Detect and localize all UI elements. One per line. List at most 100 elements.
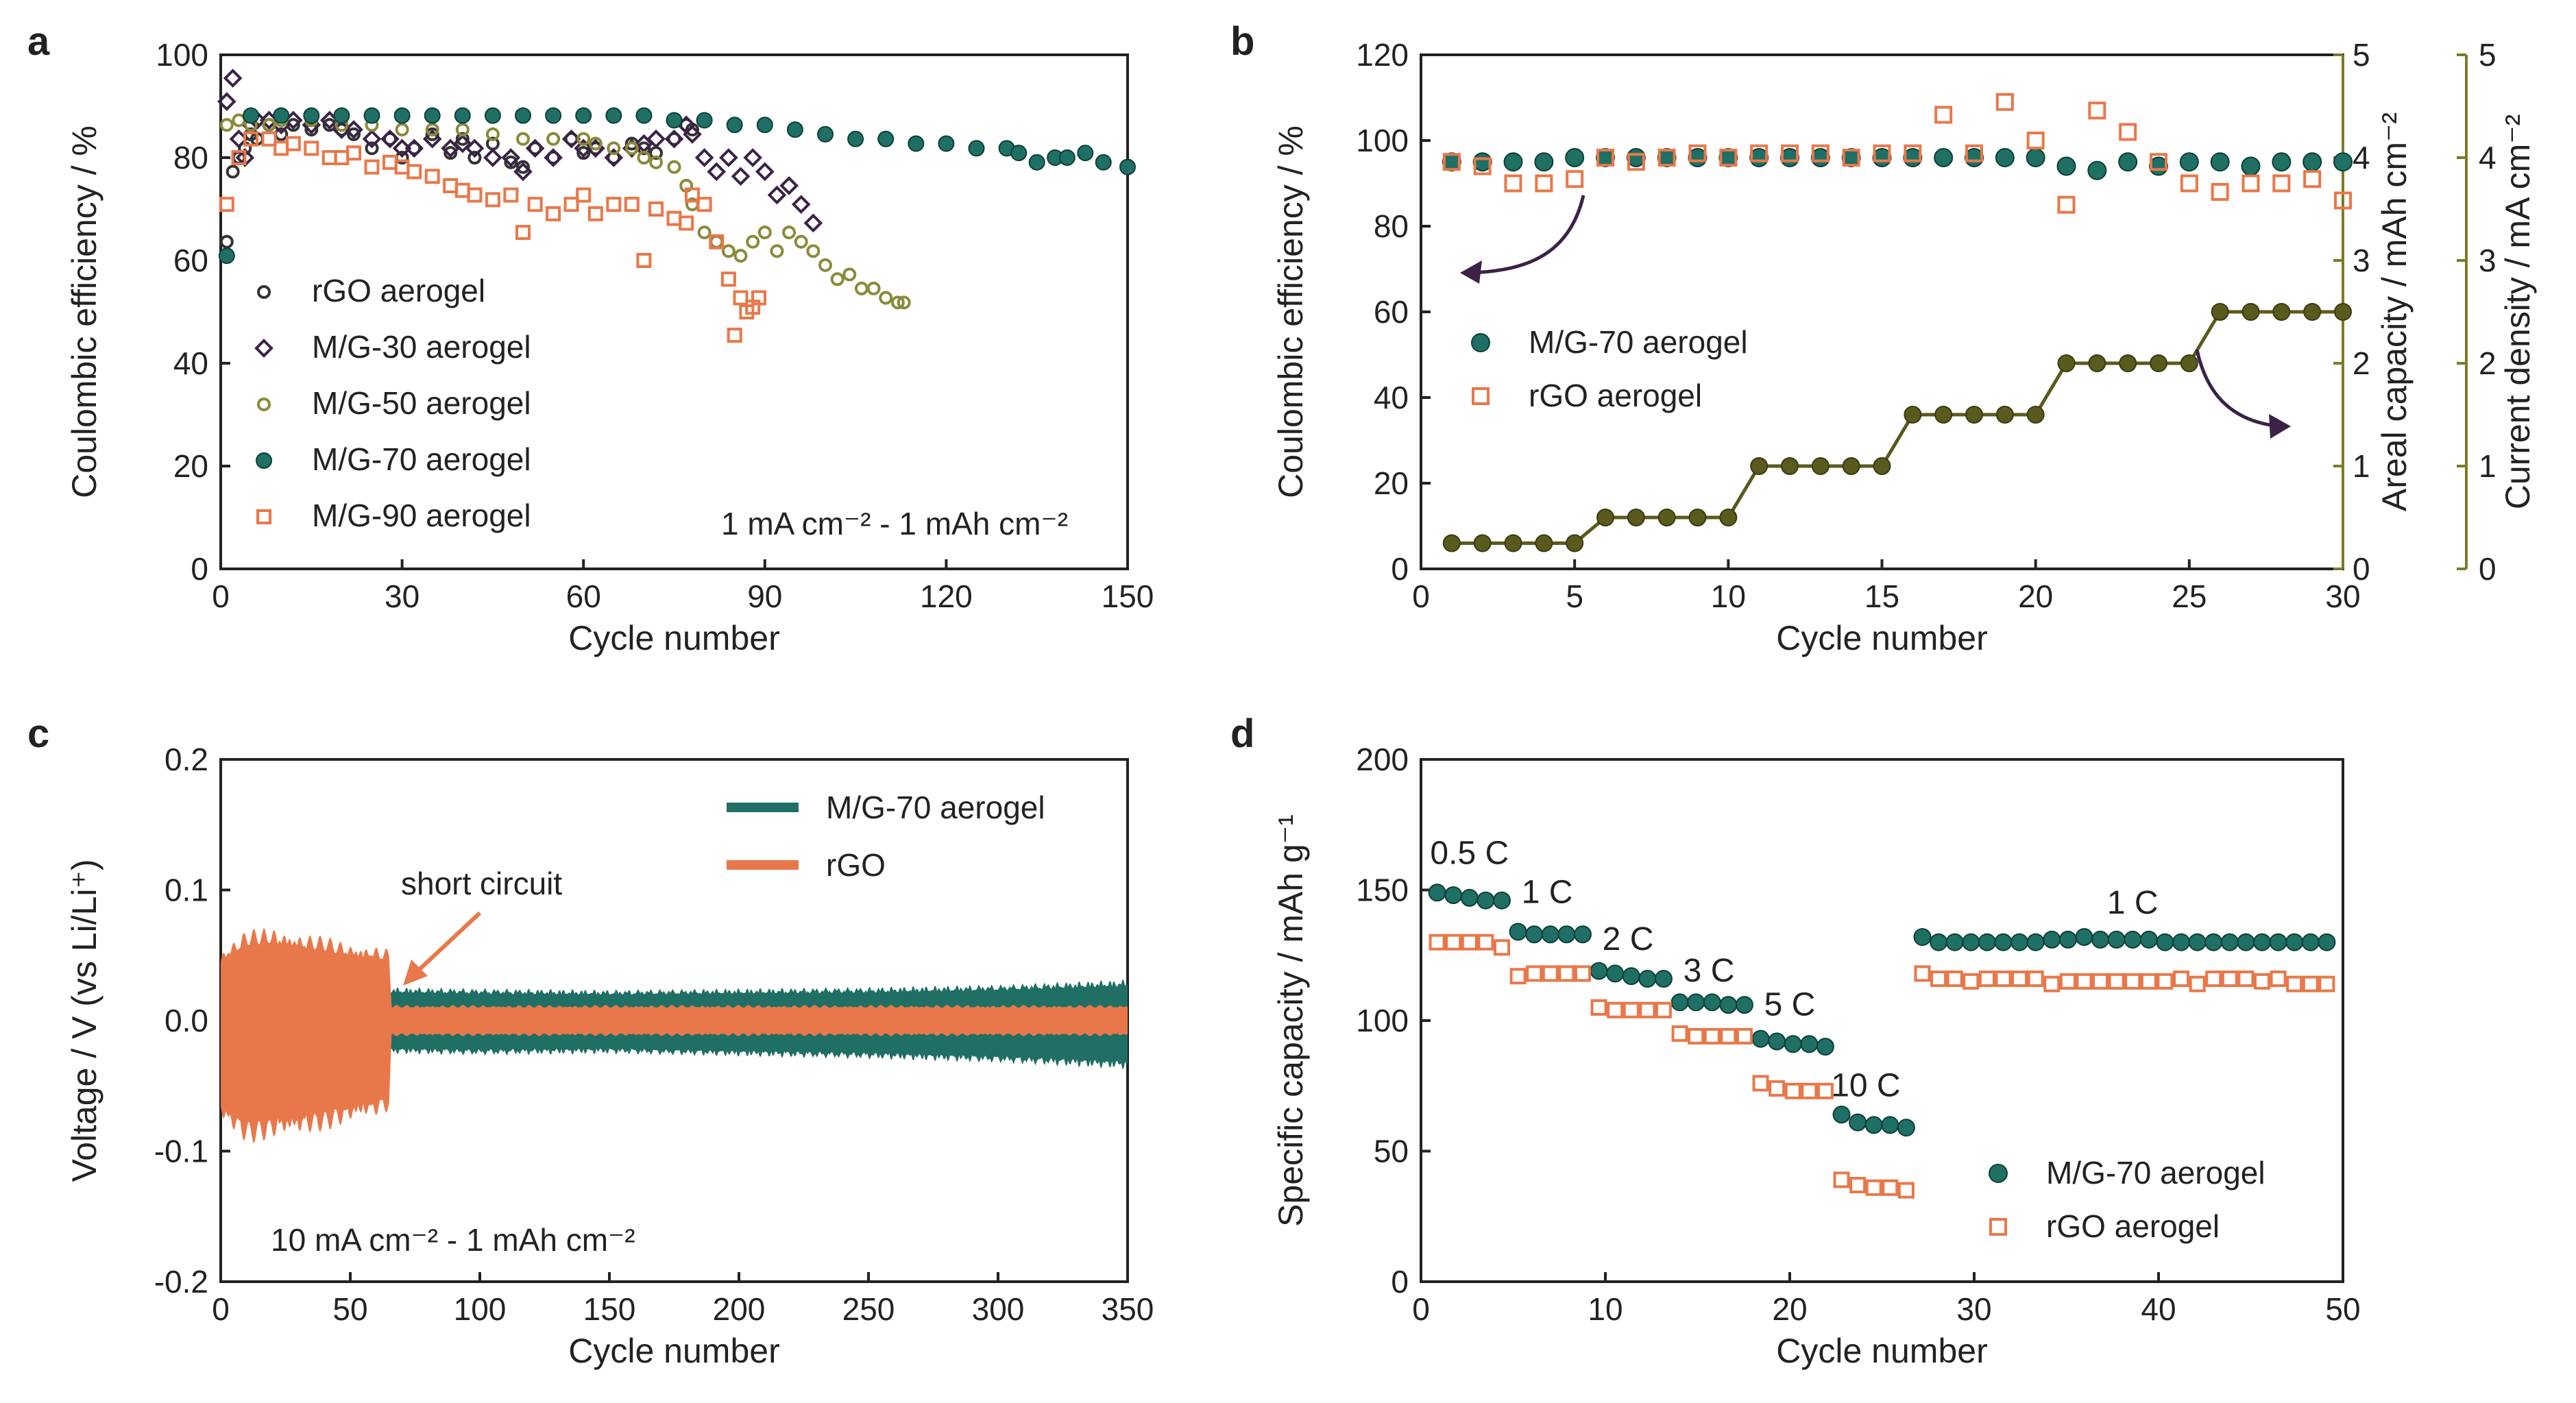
data-point — [588, 136, 603, 151]
rate-label: 2 C — [1603, 921, 1654, 957]
y-axis-label: Specific capacity / mAh g⁻¹ — [1272, 814, 1310, 1227]
y-tick-label: 0 — [191, 551, 208, 587]
data-point — [1963, 973, 1980, 990]
data-point — [1735, 996, 1753, 1014]
rate-label: 0.5 C — [1430, 835, 1509, 871]
data-point — [733, 290, 749, 306]
data-point — [1995, 93, 2014, 111]
short-circuit-arrow — [415, 911, 482, 974]
areal-capacity-point — [1688, 509, 1707, 526]
data-point — [2057, 195, 2076, 214]
data-point — [2075, 928, 2093, 947]
x-tick-label: 150 — [583, 1291, 636, 1327]
data-point — [743, 148, 762, 167]
panel-letter-b: b — [1230, 19, 1254, 64]
data-point — [546, 132, 561, 146]
data-point — [1670, 993, 1689, 1012]
legend-label: rGO aerogel — [312, 273, 485, 308]
data-point — [803, 213, 823, 233]
data-point — [2253, 933, 2272, 951]
data-point — [219, 197, 234, 212]
data-point — [1525, 925, 1544, 944]
data-point — [219, 118, 234, 132]
data-point — [709, 234, 725, 249]
areal-capacity-point — [2119, 354, 2137, 372]
data-point — [1504, 174, 1522, 193]
data-point — [1473, 157, 1492, 175]
data-point — [231, 150, 247, 165]
y-tick-label: 60 — [1374, 294, 1409, 330]
y-axis-label: Coulombic efficiency / % — [65, 125, 104, 498]
data-point — [346, 145, 362, 161]
data-point — [1509, 923, 1527, 941]
data-point — [1557, 925, 1576, 944]
x-tick-label: 25 — [2172, 578, 2207, 614]
right-axis-tick-label: 5 — [2479, 37, 2496, 73]
data-point — [2087, 160, 2107, 180]
y-tick-label: 80 — [1374, 208, 1409, 244]
data-point — [1873, 144, 1891, 162]
data-point — [2272, 174, 2291, 193]
data-point — [607, 141, 621, 156]
data-point — [2156, 933, 2174, 951]
data-point — [1930, 971, 1947, 988]
x-tick-label: 15 — [1864, 578, 1899, 614]
data-point — [2334, 191, 2352, 210]
arrow-to-left-axis — [1470, 195, 1585, 275]
right-axis-tick-label: 1 — [2353, 448, 2370, 484]
data-point — [697, 225, 712, 240]
data-point — [333, 107, 350, 124]
x-tick-label: 30 — [1956, 1291, 1991, 1327]
data-point — [2211, 183, 2229, 201]
panel-c-chart: 0 50 100 150 200 250 300 350 -0.2 -0.1 0.0 0.1 0.2 Cy… — [65, 742, 1154, 1370]
data-point — [1687, 993, 1705, 1012]
data-point — [2011, 971, 2028, 988]
data-point — [624, 197, 640, 212]
data-point — [2180, 174, 2198, 193]
data-point — [707, 162, 727, 182]
data-point — [226, 164, 240, 179]
data-point — [575, 107, 592, 124]
data-point — [719, 148, 738, 167]
data-point — [646, 129, 666, 149]
data-point — [1994, 933, 2013, 951]
data-point — [363, 107, 380, 124]
x-tick-label: 60 — [566, 578, 601, 614]
data-point — [2043, 975, 2061, 992]
data-point — [217, 92, 236, 112]
data-point — [636, 253, 652, 268]
data-point — [1914, 965, 1931, 982]
data-point — [1429, 934, 1446, 951]
areal-capacity-point — [1934, 406, 1953, 424]
data-point — [648, 202, 664, 217]
x-tick-label: 50 — [332, 1291, 367, 1327]
y-tick-label: -0.2 — [154, 1264, 208, 1300]
data-point — [1801, 1082, 1818, 1099]
data-point — [576, 132, 591, 146]
data-point — [285, 136, 301, 151]
y-tick-label: 50 — [1374, 1134, 1409, 1169]
data-point — [406, 164, 422, 180]
data-point — [635, 107, 653, 124]
data-point — [1541, 925, 1559, 944]
data-point — [527, 197, 543, 212]
data-point — [786, 121, 803, 138]
x-tick-label: 5 — [1566, 578, 1583, 614]
data-point — [2172, 933, 2191, 951]
data-point — [1719, 149, 1738, 167]
data-point — [2091, 930, 2110, 949]
legend-label: M/G-70 aerogel — [1529, 324, 1748, 360]
rate-label: 5 C — [1764, 986, 1816, 1023]
right-axis-tick-label: 4 — [2479, 140, 2496, 175]
y-tick-label: 40 — [1374, 380, 1409, 415]
data-point — [1573, 925, 1592, 944]
data-point — [219, 234, 234, 249]
data-point — [751, 290, 766, 306]
rgo-voltage-band — [221, 928, 1128, 1143]
arrow-head-right — [2269, 414, 2291, 439]
data-point — [528, 141, 542, 156]
data-point — [1962, 933, 1980, 951]
areal-capacity-point — [2334, 303, 2352, 321]
data-point — [1590, 962, 1608, 980]
data-point — [897, 295, 911, 310]
